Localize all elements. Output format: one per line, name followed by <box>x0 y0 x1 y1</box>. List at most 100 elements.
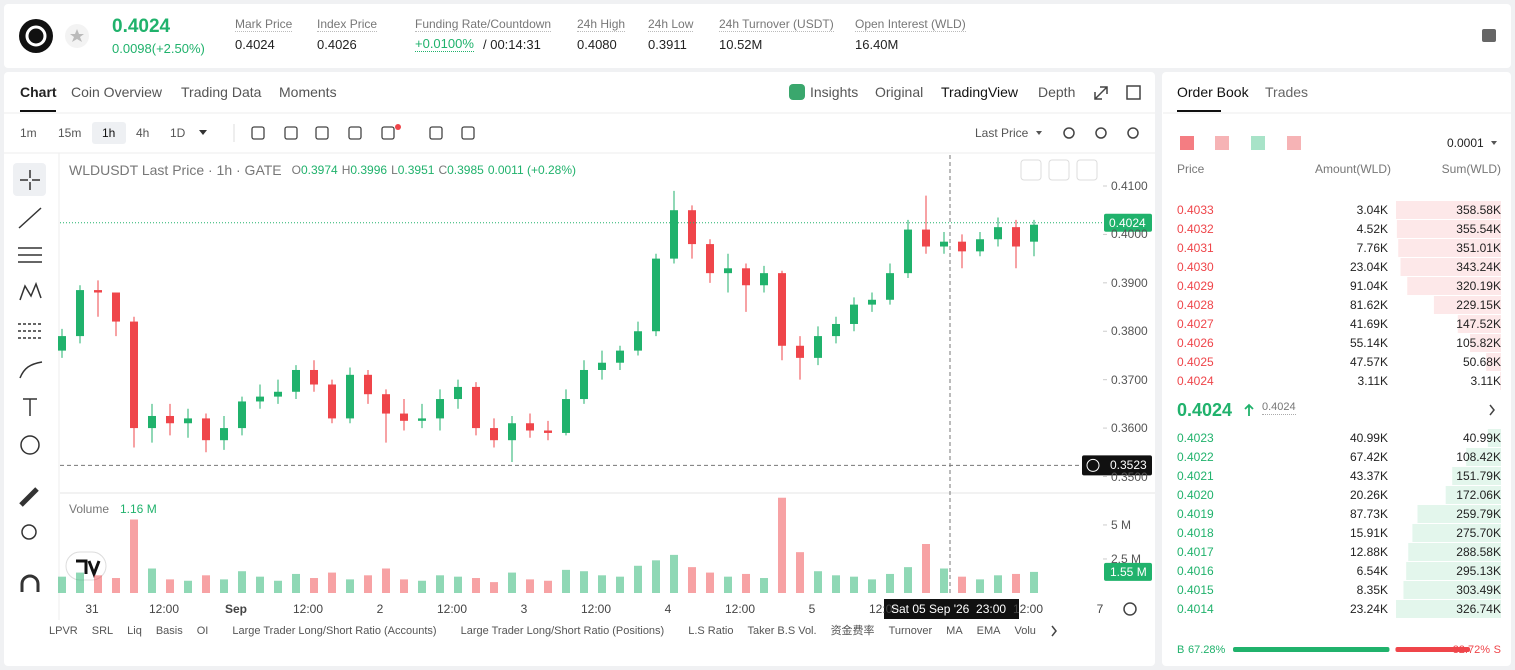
indicator-tab[interactable]: Basis <box>155 625 183 637</box>
book-price: 0.4025 <box>1177 355 1214 369</box>
chart-button[interactable] <box>1048 159 1070 181</box>
price-type[interactable]: Last Price <box>975 126 1029 140</box>
book-sum: 50.68K <box>1462 355 1501 369</box>
book-header: Amount(WLD) <box>1314 162 1391 176</box>
toolbar-icon <box>1063 127 1075 139</box>
candle-body <box>508 423 516 441</box>
volume-bar <box>292 573 300 593</box>
toolbar-icon <box>315 126 329 140</box>
settings-icon[interactable] <box>1123 602 1137 616</box>
chart-tab[interactable]: Chart <box>20 84 57 100</box>
volume-tick-label: 5 M <box>1111 517 1132 532</box>
y-tick-label: 0.4000 <box>1111 227 1148 242</box>
book-price: 0.4021 <box>1177 469 1214 483</box>
tool-selected[interactable] <box>13 163 46 196</box>
view-tab[interactable]: Original <box>875 84 924 100</box>
chart-tab[interactable]: Moments <box>279 84 337 100</box>
stat-value: 16.40M <box>855 37 899 52</box>
candle-body <box>778 273 786 346</box>
candle-body <box>112 292 120 322</box>
stat-extra: / 00:14:31 <box>483 37 541 52</box>
book-price: 0.4024 <box>1177 374 1214 388</box>
candle-body <box>688 210 696 245</box>
chart-tab[interactable]: Trading Data <box>181 84 262 100</box>
volume-bar <box>580 571 588 593</box>
candle-body <box>292 369 300 392</box>
y-tick-label: 0.3700 <box>1111 372 1148 387</box>
x-tick-label: 12:00 <box>1012 602 1044 616</box>
logo <box>19 19 53 53</box>
book-price: 0.4031 <box>1177 241 1214 255</box>
depth-bar <box>1452 467 1501 485</box>
candle-body <box>598 362 606 370</box>
chart-button[interactable] <box>1020 159 1042 181</box>
book-tab[interactable]: Order Book <box>1177 84 1249 100</box>
book-view-alt[interactable] <box>1287 136 1301 150</box>
depth-bar <box>1403 581 1501 599</box>
indicator-tab[interactable]: Large Trader Long/Short Ratio (Accounts) <box>232 625 437 637</box>
ohlc-key: L <box>391 163 398 177</box>
indicator-tab[interactable]: EMA <box>976 625 1001 637</box>
volume-bar <box>652 560 660 593</box>
book-view-bids[interactable] <box>1251 136 1265 150</box>
book-tab[interactable]: Trades <box>1265 84 1309 100</box>
tab-underline <box>20 110 56 112</box>
interval[interactable]: 15m <box>58 126 82 140</box>
indicator-next <box>1051 625 1057 637</box>
indicator-tab[interactable]: L.S Ratio <box>688 625 734 637</box>
candle-body <box>886 273 894 300</box>
book-precision[interactable]: 0.0001 <box>1447 136 1484 150</box>
indicator-tab[interactable]: Turnover <box>888 625 933 637</box>
stat-value: 0.4026 <box>317 37 357 52</box>
ohlc-key: O <box>291 163 301 177</box>
candle-body <box>868 299 876 305</box>
toolbar-icon <box>1095 127 1107 139</box>
chart-button[interactable] <box>1076 159 1098 181</box>
depth-bar <box>1433 296 1501 314</box>
tool-ruler <box>19 487 39 507</box>
volume-bar <box>670 554 678 593</box>
toolbar-icon <box>251 126 265 140</box>
depth-bar <box>1396 220 1501 238</box>
book-price: 0.4026 <box>1177 336 1214 350</box>
indicator-tab[interactable]: SRL <box>91 625 114 637</box>
view-tab[interactable]: Depth <box>1038 84 1076 100</box>
mid-more <box>1489 404 1495 416</box>
book-price: 0.4029 <box>1177 279 1214 293</box>
indicator-bar: LPVR SRL Liq Basis OI Large Trader Long/Short… <box>49 622 1054 640</box>
indicator-tab[interactable]: MA <box>946 625 963 637</box>
book-amount: 23.24K <box>1349 602 1388 616</box>
volume-bar <box>562 569 570 593</box>
indicator-tab[interactable]: OI <box>196 625 209 637</box>
tv-mark <box>76 559 101 579</box>
chart-tab[interactable]: Coin Overview <box>71 84 163 100</box>
interval[interactable]: 1h <box>102 126 116 140</box>
ohlc-change: 0.0011 (+0.28%) <box>487 163 576 177</box>
x-tick-label: 12:00 <box>148 602 180 616</box>
book-price: 0.4030 <box>1177 260 1214 274</box>
indicator-tab[interactable]: Volu <box>1014 625 1036 637</box>
book-price: 0.4016 <box>1177 564 1214 578</box>
indicator-tab[interactable]: Taker B.S Vol. <box>747 625 817 637</box>
indicator-tab[interactable]: Liq <box>127 625 142 637</box>
book-price: 0.4027 <box>1177 317 1214 331</box>
interval[interactable]: 1m <box>20 126 37 140</box>
header-icon[interactable] <box>1482 29 1496 42</box>
candle-body <box>796 345 804 358</box>
interval[interactable]: 1D <box>170 126 186 140</box>
buy-ratio: 67.28% <box>1188 644 1226 656</box>
view-tab[interactable]: TradingView <box>941 84 1019 100</box>
volume-bar <box>1030 571 1038 593</box>
indicator-tab[interactable]: 资金费率 <box>830 625 875 637</box>
interval[interactable]: 4h <box>136 126 150 140</box>
candle-body <box>724 268 732 274</box>
indicator-tab[interactable]: LPVR <box>49 625 78 637</box>
volume-bar <box>760 578 768 593</box>
book-view-both[interactable] <box>1180 136 1194 150</box>
candle-body <box>814 336 822 358</box>
view-tab[interactable]: Insights <box>810 84 859 100</box>
interval-selected <box>92 122 126 144</box>
indicator-tab[interactable]: Large Trader Long/Short Ratio (Positions… <box>460 625 665 637</box>
ohlc-key: C <box>438 163 448 177</box>
book-view-asks[interactable] <box>1215 136 1229 150</box>
